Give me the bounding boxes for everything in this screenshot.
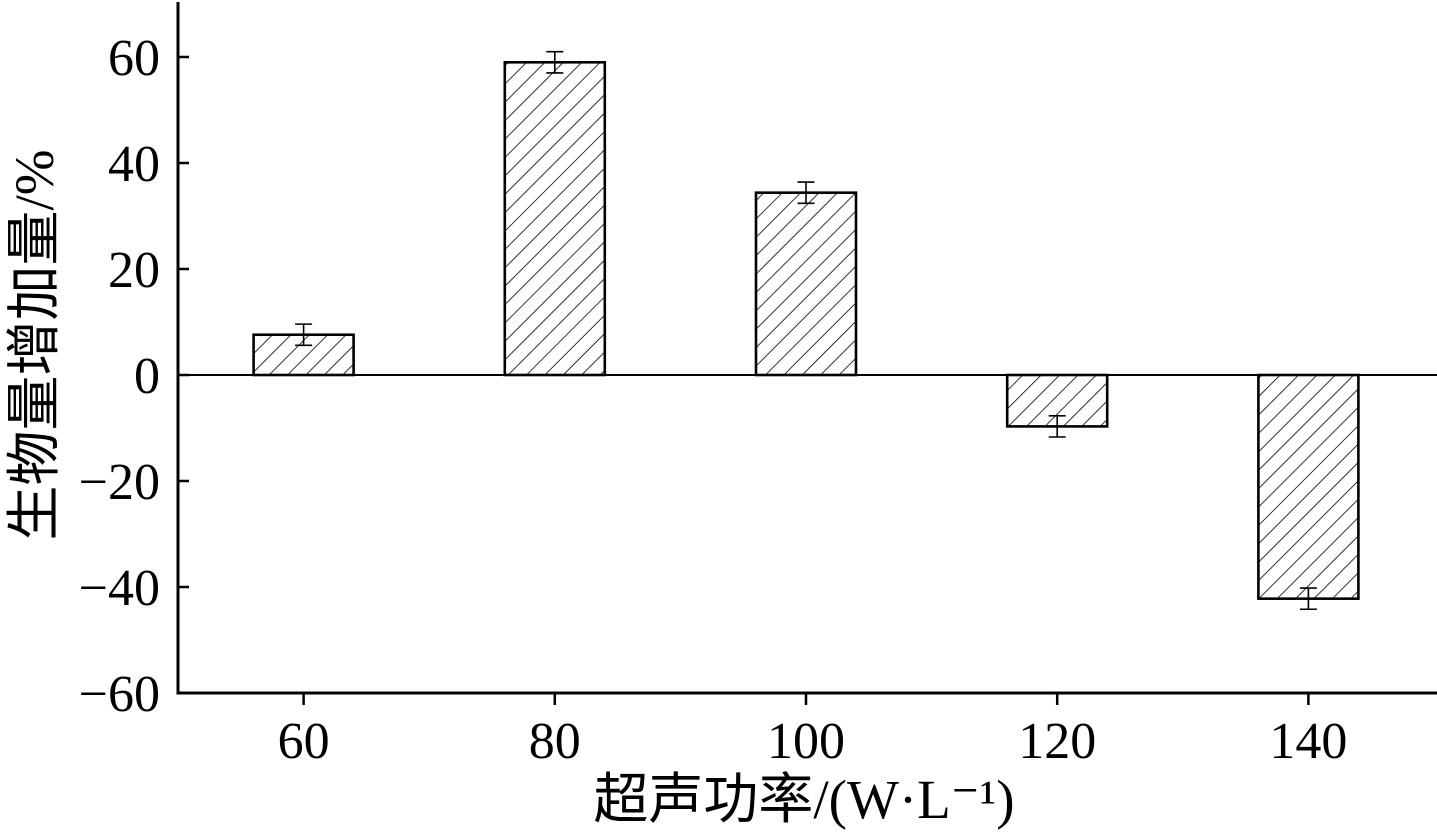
x-tick-label-80: 80 (529, 713, 581, 770)
y-ticks-group: 60 40 20 0 −20 −40 −60 (79, 30, 189, 723)
x-tick-label-120: 120 (1018, 713, 1096, 770)
error-bar-60 (295, 323, 313, 347)
y-tick-label-0: 60 (108, 30, 160, 87)
bar-140 (1257, 373, 1360, 600)
y-tick-label-6: −60 (79, 666, 160, 723)
bars-group (252, 60, 1360, 600)
x-tick-label-100: 100 (767, 713, 845, 770)
error-bars-group (295, 50, 1317, 611)
y-tick-label-2: 20 (108, 242, 160, 299)
x-ticks-group: 60 80 100 120 140 (278, 693, 1347, 770)
bar-80 (503, 60, 607, 377)
bar-100 (754, 191, 858, 377)
y-tick-label-4: −20 (79, 454, 160, 511)
y-tick-label-1: 40 (108, 136, 160, 193)
y-tick-label-3: 0 (134, 348, 160, 405)
x-tick-label-140: 140 (1269, 713, 1347, 770)
error-bar-140 (1299, 587, 1317, 611)
y-axis-title: 生物量增加量/% (4, 149, 65, 540)
x-axis-title: 超声功率/(W·L⁻¹) (593, 769, 1014, 830)
x-tick-label-60: 60 (278, 713, 330, 770)
y-tick-label-5: −40 (79, 560, 160, 617)
error-bar-80 (546, 50, 564, 74)
error-bar-100 (797, 181, 815, 205)
error-bar-120 (1048, 415, 1066, 438)
